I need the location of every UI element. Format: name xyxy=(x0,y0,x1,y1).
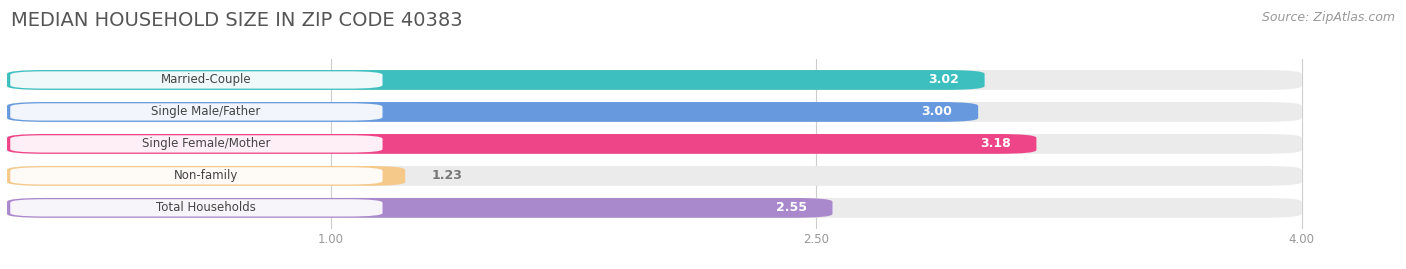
FancyBboxPatch shape xyxy=(10,103,382,121)
Text: Non-family: Non-family xyxy=(174,169,238,182)
Text: 2.55: 2.55 xyxy=(776,201,807,214)
Text: 3.00: 3.00 xyxy=(921,105,952,118)
Text: 3.18: 3.18 xyxy=(980,137,1011,150)
FancyBboxPatch shape xyxy=(7,166,405,186)
FancyBboxPatch shape xyxy=(7,134,1302,154)
Text: 3.02: 3.02 xyxy=(928,73,959,86)
FancyBboxPatch shape xyxy=(7,134,1036,154)
FancyBboxPatch shape xyxy=(7,198,1302,218)
FancyBboxPatch shape xyxy=(7,70,984,90)
FancyBboxPatch shape xyxy=(10,199,382,217)
FancyBboxPatch shape xyxy=(7,102,979,122)
Text: MEDIAN HOUSEHOLD SIZE IN ZIP CODE 40383: MEDIAN HOUSEHOLD SIZE IN ZIP CODE 40383 xyxy=(11,11,463,30)
Text: Source: ZipAtlas.com: Source: ZipAtlas.com xyxy=(1261,11,1395,24)
FancyBboxPatch shape xyxy=(10,167,382,185)
FancyBboxPatch shape xyxy=(7,166,1302,186)
FancyBboxPatch shape xyxy=(7,102,1302,122)
Text: Total Households: Total Households xyxy=(156,201,256,214)
Text: Married-Couple: Married-Couple xyxy=(160,73,252,86)
Text: Single Male/Father: Single Male/Father xyxy=(152,105,260,118)
Text: Single Female/Mother: Single Female/Mother xyxy=(142,137,270,150)
FancyBboxPatch shape xyxy=(7,70,1302,90)
FancyBboxPatch shape xyxy=(10,135,382,153)
Text: 1.23: 1.23 xyxy=(432,169,463,182)
FancyBboxPatch shape xyxy=(10,71,382,89)
FancyBboxPatch shape xyxy=(7,198,832,218)
